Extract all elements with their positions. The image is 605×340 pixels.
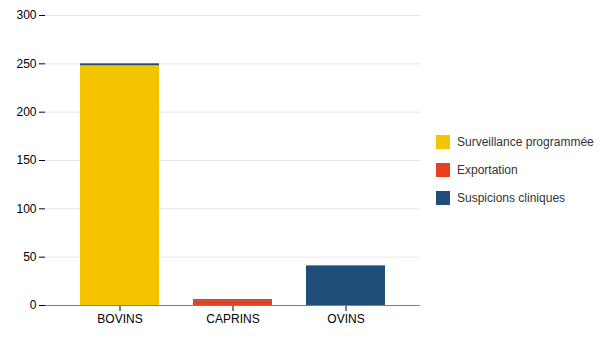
svg-text:250: 250	[16, 57, 36, 71]
svg-text:0: 0	[30, 298, 37, 312]
svg-text:200: 200	[16, 105, 36, 119]
html-text:Exportation: Exportation	[457, 163, 518, 177]
html-text:Suspicions cliniques: Suspicions cliniques	[457, 191, 566, 205]
svg-text:150: 150	[16, 153, 36, 167]
svg-text:CAPRINS: CAPRINS	[206, 312, 259, 326]
svg-text:300: 300	[16, 8, 36, 22]
svg-text:BOVINS: BOVINS	[97, 312, 142, 326]
svg-text:100: 100	[16, 202, 36, 216]
svg-text:OVINS: OVINS	[327, 312, 364, 326]
html-text:Surveillance programmée: Surveillance programmée	[457, 135, 594, 149]
svg-text:50: 50	[23, 250, 37, 264]
